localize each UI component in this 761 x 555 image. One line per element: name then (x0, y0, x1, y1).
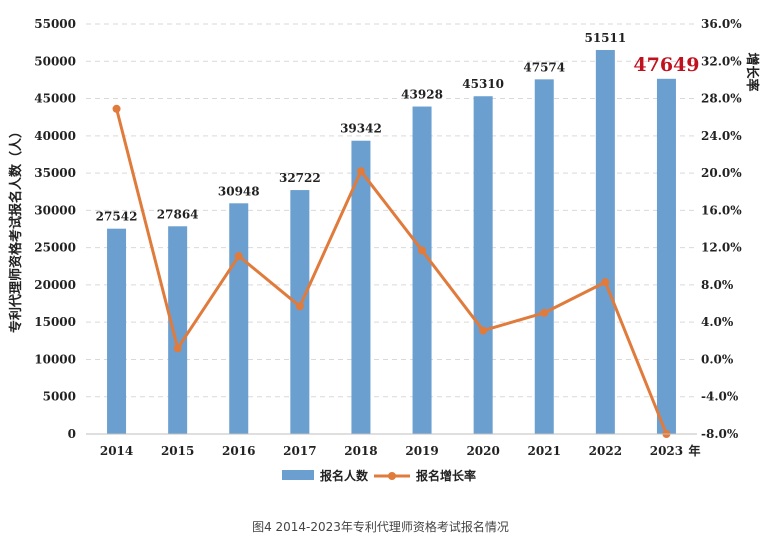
x-tick-label: 2016 (222, 444, 255, 458)
y-left-tick-label: 5000 (43, 390, 76, 404)
line-point (601, 278, 610, 287)
legend: 报名人数 报名增长率 (282, 468, 476, 483)
x-tick-label: 2021 (528, 444, 561, 458)
x-tick-label: 2020 (466, 444, 499, 458)
bar-data-label: 27542 (96, 210, 138, 224)
legend-line-label: 报名增长率 (416, 468, 476, 483)
bar-data-label: 43928 (401, 88, 443, 102)
line-point (540, 308, 549, 317)
y-right-axis-title: 增长率 (744, 52, 760, 91)
line-point (173, 344, 182, 353)
line-point (112, 104, 121, 113)
y-left-tick-label: 20000 (34, 278, 76, 292)
legend-bar-swatch (282, 470, 314, 480)
x-unit-label: 年 (688, 443, 700, 458)
bar (351, 140, 371, 434)
y-right-tick-label: 36.0% (701, 17, 742, 31)
x-tick-label: 2018 (344, 444, 377, 458)
bar-data-label: 47574 (523, 60, 565, 74)
line-point (418, 246, 427, 255)
y-right-tick-label: -4.0% (701, 390, 739, 404)
legend-line-marker (388, 472, 396, 480)
y-left-tick-label: 25000 (34, 241, 76, 255)
y-right-tick-label: 8.0% (701, 278, 734, 292)
y-left-tick-label: 45000 (34, 92, 76, 106)
grid-lines (86, 23, 697, 398)
bar (656, 78, 676, 434)
bar (412, 106, 432, 434)
bar-data-label: 27864 (157, 207, 199, 221)
y-right-tick-label: -8.0% (701, 427, 739, 441)
y-left-tick-label: 40000 (34, 129, 76, 143)
bar-series (107, 50, 676, 434)
line-point (479, 326, 488, 335)
y-right-tick-label: 4.0% (701, 315, 734, 329)
x-tick-label: 2022 (589, 444, 622, 458)
line-series (112, 104, 671, 438)
y-right-tick-label: 24.0% (701, 129, 742, 143)
data-labels: 27542 27864 30948 32722 39342 43928 45310 47574… (96, 31, 700, 224)
highlighted-data-label: 47649 (633, 54, 699, 76)
bar-data-label: 32722 (279, 171, 321, 185)
y-right-tick-label: 12.0% (701, 241, 742, 255)
y-right-tick-label: 28.0% (701, 92, 742, 106)
x-tick-label: 2023 (650, 444, 683, 458)
line-point (356, 167, 365, 176)
y-left-tick-label: 35000 (34, 166, 76, 180)
line-point (295, 302, 304, 311)
bar (534, 79, 554, 434)
axes: 0 5000 10000 15000 20000 25000 30000 35000 40000… (8, 17, 760, 458)
x-tick-label: 2014 (100, 444, 133, 458)
y-left-tick-label: 15000 (34, 315, 76, 329)
figure-caption: 图4 2014-2023年专利代理师资格考试报名情况 (252, 520, 509, 534)
bar (290, 190, 310, 434)
bar-data-label: 39342 (340, 122, 382, 136)
bar (473, 96, 493, 434)
x-tick-label: 2015 (161, 444, 194, 458)
y-right-tick-label: 0.0% (701, 352, 734, 366)
bar (168, 226, 188, 434)
legend-bar-label: 报名人数 (320, 468, 369, 483)
bar (107, 228, 127, 434)
x-tick-label: 2017 (283, 444, 316, 458)
bar (595, 50, 615, 434)
y-right-tick-label: 32.0% (701, 54, 742, 68)
y-left-tick-label: 0 (68, 427, 76, 441)
line-point (234, 252, 243, 261)
y-right-tick-label: 16.0% (701, 203, 742, 217)
bar-data-label: 30948 (218, 184, 260, 198)
growth-line (115, 108, 668, 435)
y-left-tick-label: 30000 (34, 203, 76, 217)
bar-data-label: 45310 (462, 77, 504, 91)
y-left-tick-label: 50000 (34, 54, 76, 68)
bar (229, 203, 249, 434)
y-left-axis-title: 专利代理师资格考试报名人数（人） (8, 125, 24, 333)
y-right-tick-label: 20.0% (701, 166, 742, 180)
y-left-tick-label: 10000 (34, 352, 76, 366)
y-left-tick-label: 55000 (34, 17, 76, 31)
x-tick-label: 2019 (405, 444, 438, 458)
bar-data-label: 51511 (584, 31, 626, 45)
